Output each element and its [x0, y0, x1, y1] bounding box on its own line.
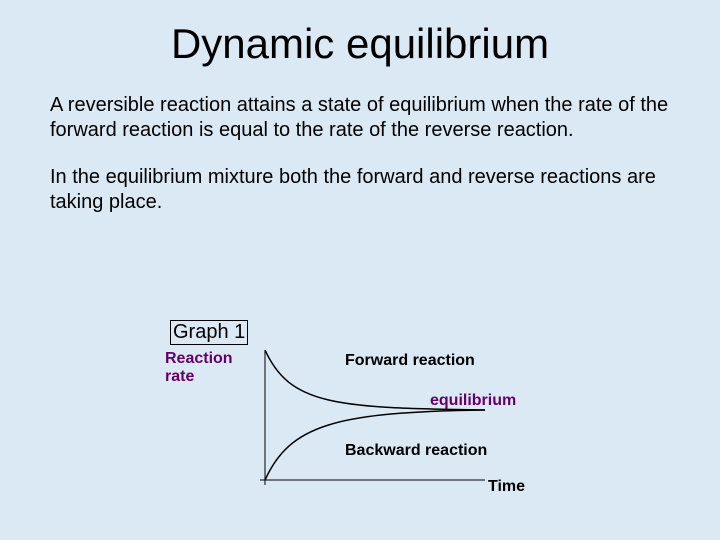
y-axis-label-line1: Reaction	[165, 350, 233, 367]
graph-container: Graph 1 Reaction rate Forward reaction e…	[170, 320, 590, 520]
y-axis-label-line2: rate	[165, 368, 194, 385]
y-axis-label: Reaction rate	[165, 350, 233, 387]
forward-reaction-label: Forward reaction	[345, 352, 475, 370]
paragraph-2: In the equilibrium mixture both the forw…	[0, 165, 720, 215]
page-title: Dynamic equilibrium	[0, 0, 720, 93]
graph-title: Graph 1	[170, 320, 248, 345]
equilibrium-label: equilibrium	[430, 392, 516, 410]
paragraph-1: A reversible reaction attains a state of…	[0, 93, 720, 143]
x-axis-label: Time	[488, 478, 525, 496]
rate-chart	[260, 350, 490, 495]
backward-reaction-label: Backward reaction	[345, 442, 487, 460]
